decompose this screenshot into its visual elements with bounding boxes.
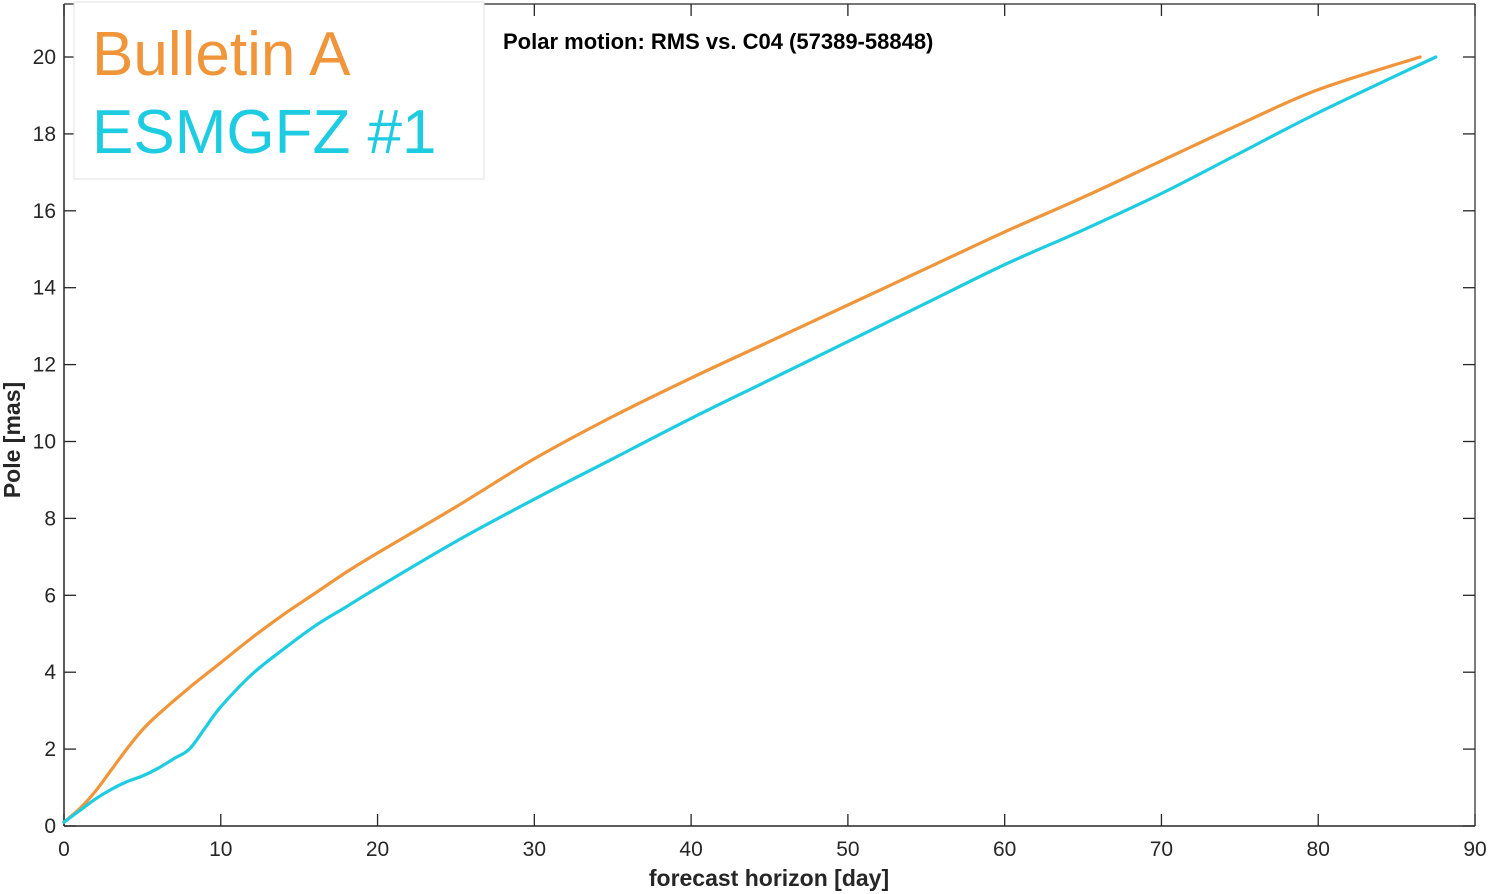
x-tick-label: 50 (836, 838, 859, 861)
series-layer (62, 55, 1438, 824)
legend-entry-bulletin-a: Bulletin A (92, 20, 351, 89)
y-tick-label: 4 (44, 661, 56, 684)
x-tick-label: 40 (679, 838, 702, 861)
x-ticks: 0 10 20 30 40 50 60 70 80 90 (58, 4, 1487, 861)
legend-entry-esmgfz-1: ESMGFZ #1 (92, 98, 437, 167)
y-tick-label: 12 (33, 354, 56, 377)
y-tick-label: 0 (44, 815, 56, 838)
x-tick-label: 20 (366, 838, 389, 861)
y-tick-label: 20 (33, 46, 56, 69)
y-tick-label: 18 (33, 123, 56, 146)
chart-title: Polar motion: RMS vs. C04 (57389-58848) (503, 29, 933, 54)
series-line-bulletin-a (62, 55, 1422, 824)
x-tick-label: 0 (58, 838, 70, 861)
y-tick-label: 10 (33, 431, 56, 454)
x-tick-label: 30 (523, 838, 546, 861)
y-tick-label: 14 (33, 277, 57, 300)
x-tick-label: 70 (1150, 838, 1173, 861)
legend-box (73, 1, 485, 180)
y-tick-label: 16 (33, 200, 56, 223)
legend: Bulletin A ESMGFZ #1 (73, 1, 485, 180)
x-axis-label: forecast horizon [day] (649, 865, 889, 891)
y-tick-label: 8 (44, 507, 56, 530)
x-tick-label: 80 (1307, 838, 1330, 861)
y-axis-label: Pole [mas] (0, 382, 25, 498)
x-tick-label: 90 (1463, 838, 1486, 861)
series-line-esmgfz-1 (62, 55, 1438, 824)
y-tick-label: 6 (44, 584, 56, 607)
y-tick-label: 2 (44, 738, 56, 761)
x-tick-label: 60 (993, 838, 1016, 861)
x-tick-label: 10 (209, 838, 232, 861)
